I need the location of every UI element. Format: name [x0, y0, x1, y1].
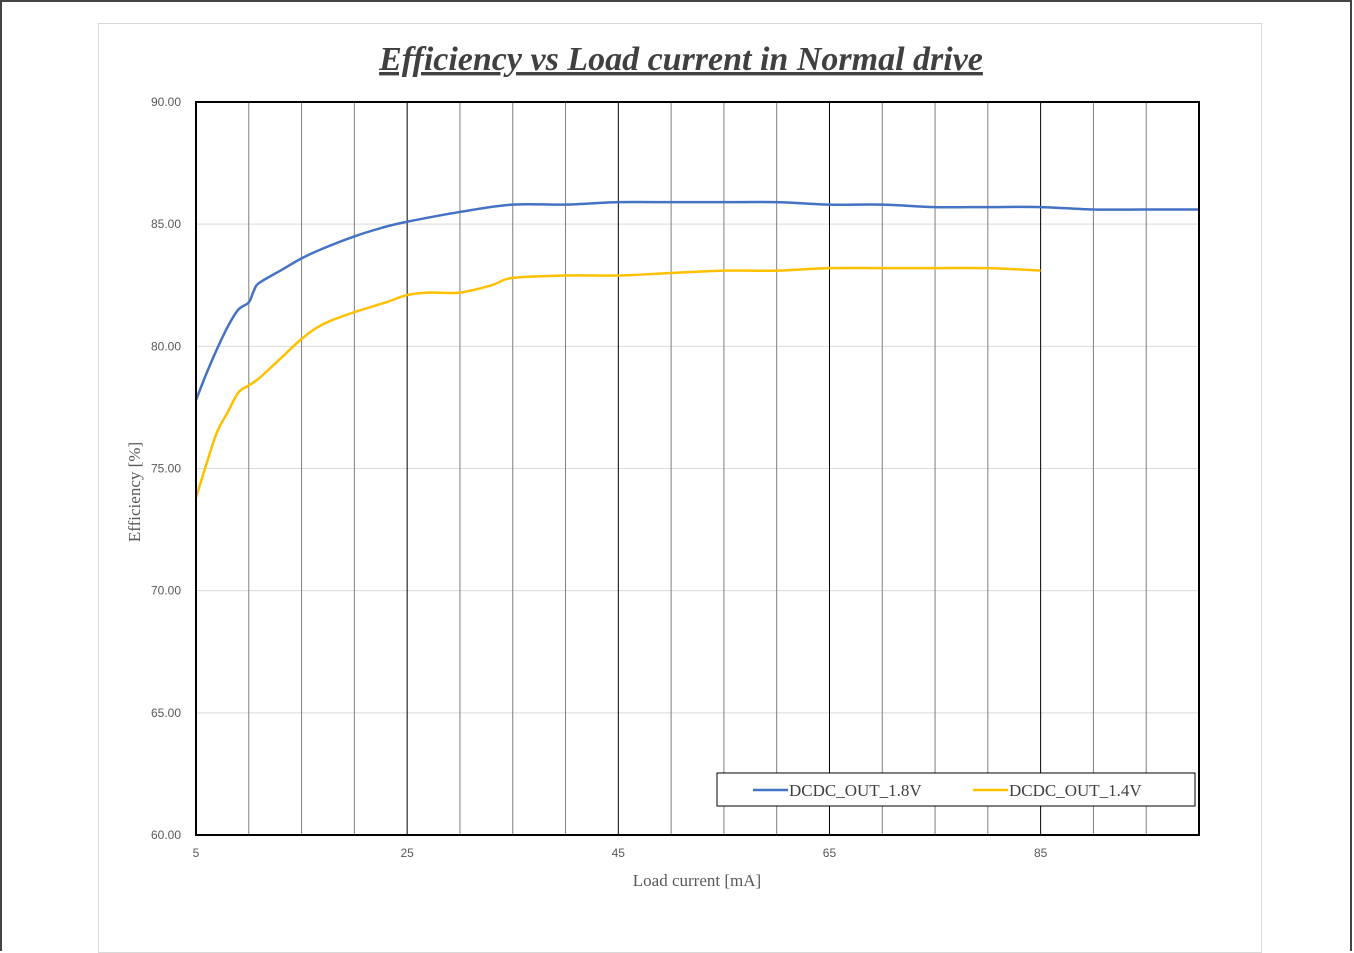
plot-border: [195, 101, 1200, 836]
y-tick-label: 85.00: [151, 217, 181, 231]
grid-layer: [196, 101, 1199, 836]
chart-svg: Efficiency vs Load current in Normal dri…: [125, 41, 1200, 890]
series-layer: [194, 200, 1199, 499]
x-axis-title: Load current [mA]: [633, 871, 761, 890]
y-tick-label: 65.00: [151, 706, 181, 720]
series-line-1: [194, 200, 1199, 401]
tick-layer: 60.00 65.00 70.00 75.00 80.00 85.00 90.00 5 25 45…: [151, 95, 1048, 860]
series-line-2: [194, 266, 1041, 499]
chart-title: Efficiency vs Load current in Normal dri…: [378, 41, 983, 78]
y-tick-label: 75.00: [151, 462, 181, 476]
x-tick-label: 65: [823, 846, 837, 860]
x-tick-label: 25: [400, 846, 414, 860]
y-tick-label: 60.00: [151, 828, 181, 842]
x-tick-label: 45: [612, 846, 626, 860]
x-tick-label: 5: [193, 846, 200, 860]
y-tick-label: 90.00: [151, 95, 181, 109]
axis-layer: [195, 101, 1200, 836]
x-tick-label: 85: [1034, 846, 1048, 860]
legend-box: [716, 772, 1196, 807]
y-axis-title: Efficiency [%]: [125, 442, 144, 542]
y-tick-label: 80.00: [151, 339, 181, 353]
legend-label-series-1: DCDC_OUT_1.8V: [789, 781, 922, 800]
legend-label-series-2: DCDC_OUT_1.4V: [1009, 781, 1142, 800]
legend: DCDC_OUT_1.8V DCDC_OUT_1.4V: [716, 772, 1196, 807]
chart-area: Efficiency vs Load current in Normal dri…: [98, 23, 1262, 953]
y-tick-label: 70.00: [151, 584, 181, 598]
